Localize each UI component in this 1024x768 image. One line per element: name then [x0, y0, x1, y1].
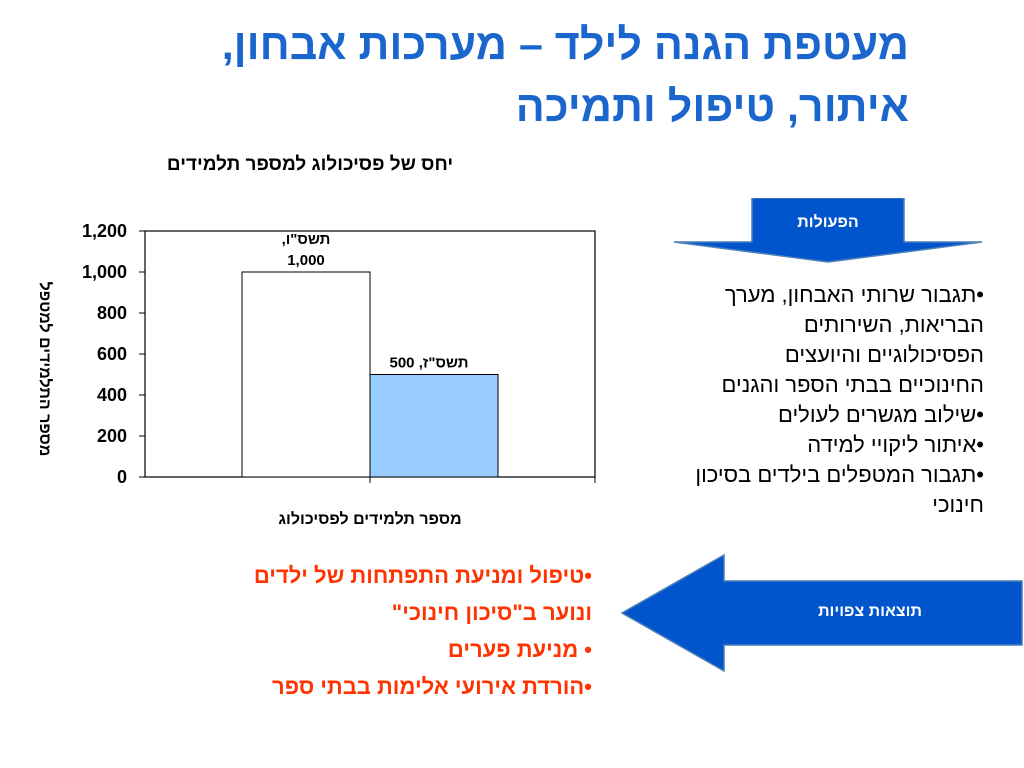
bar — [241, 271, 371, 478]
list-item: החינוכיים בבתי הספר והגנים — [721, 372, 985, 397]
list-item: ונוער ב"סיכון חינוכי" — [391, 600, 592, 625]
actions-label: הפעולות — [797, 214, 859, 231]
data-label: תשס"ז, 500 — [390, 355, 469, 372]
actions-arrow-shape — [673, 198, 983, 263]
outcomes-label: תוצאות צפויות — [818, 603, 922, 620]
y-axis-label: מספר התלמידים למטפל — [36, 282, 54, 457]
bars — [241, 271, 499, 478]
y-tick-label: 400 — [97, 385, 127, 405]
outcomes-arrow — [620, 553, 1023, 673]
data-labels: תשס"ו, 1,000 תשס"ז, 500 — [282, 231, 469, 372]
y-tick-label: 600 — [97, 344, 127, 364]
page-title-line-1: מעטפת הגנה לילד – מערכות אבחון, — [221, 21, 909, 69]
x-axis-label: מספר תלמידים לפסיכולוג — [278, 510, 461, 528]
y-tick-label: 800 — [97, 303, 127, 323]
outcomes-arrow-shape — [620, 553, 1023, 673]
y-tick-label: 1,200 — [82, 221, 127, 241]
list-item: הפסיכולוגיים והיועצים — [784, 342, 984, 367]
list-item: הבריאות, השירותים — [803, 312, 984, 337]
list-item: •הורדת אירועי אלימות בבתי ספר — [272, 674, 592, 699]
y-tick-label: 1,000 — [82, 262, 127, 282]
y-tick-label: 200 — [97, 426, 127, 446]
page-title-line-2: איתור, טיפול ותמיכה — [515, 83, 909, 131]
y-axis: 0 200 400 600 800 1,000 1,200 — [82, 221, 596, 487]
outcomes-list: •טיפול ומניעת התפתחות של ילדים ונוער ב"ס… — [52, 557, 592, 705]
list-item: •תגבור המטפלים בילדים בסיכון — [695, 462, 984, 487]
data-label: תשס"ו, — [282, 231, 331, 248]
list-item: חינוכי — [932, 492, 984, 517]
list-item: •שילוב מגשרים לעולים — [777, 402, 984, 427]
list-item: •תגבור שרותי האבחון, מערך — [724, 282, 984, 307]
actions-arrow — [673, 198, 983, 263]
bar-chart: 0 200 400 600 800 1,000 1,200 תשס"ו, 1,000 תשס"ז… — [36, 221, 596, 528]
actions-list: •תגבור שרותי האבחון, מערך הבריאות, השירו… — [584, 280, 984, 520]
bar — [369, 374, 499, 478]
page-title: מעטפת הגנה לילד – מערכות אבחון, איתור, ט… — [29, 14, 909, 138]
list-item: •טיפול ומניעת התפתחות של ילדים — [253, 563, 592, 588]
chart-title: יחס של פסיכולוג למספר תלמידים — [166, 154, 454, 175]
list-item: • מניעת פערים — [447, 637, 592, 662]
list-item: •איתור ליקויי למידה — [807, 432, 984, 457]
y-tick-label: 0 — [117, 467, 127, 487]
data-label: 1,000 — [287, 252, 325, 269]
